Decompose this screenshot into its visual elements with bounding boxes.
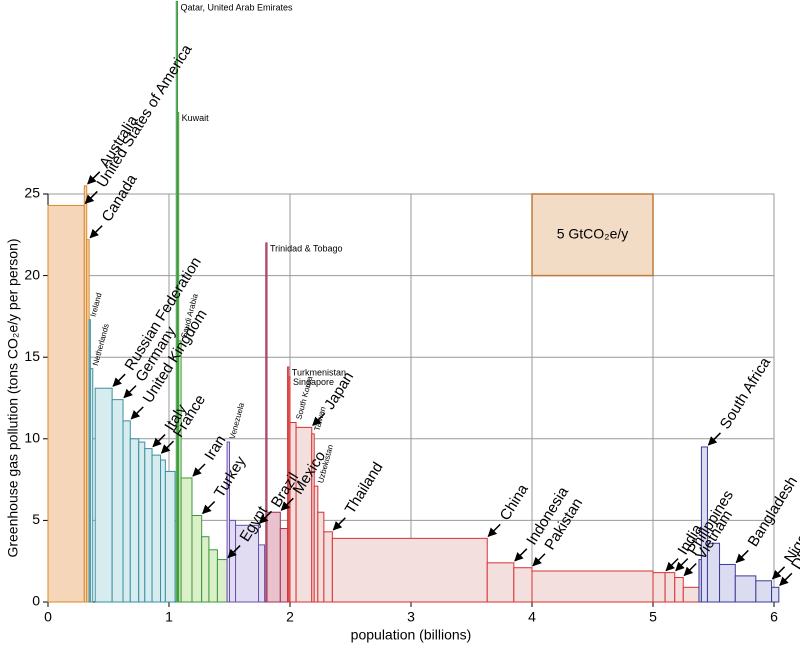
x-tick-label: 3 — [407, 609, 415, 625]
country-label: DRC — [788, 536, 800, 573]
bar — [216, 559, 228, 603]
label-arrow — [280, 497, 294, 511]
label-arrow — [192, 463, 206, 477]
country-label: Venezuela — [228, 401, 247, 440]
y-tick-label: 10 — [24, 430, 40, 446]
bar — [208, 549, 218, 603]
x-tick-label: 0 — [44, 609, 52, 625]
bar — [89, 368, 94, 603]
label-arrow — [87, 171, 101, 185]
bar — [682, 586, 700, 603]
label-arrow — [84, 190, 98, 205]
bar — [295, 426, 313, 603]
bar — [164, 470, 176, 603]
bar — [151, 454, 162, 603]
bar — [317, 511, 325, 603]
y-tick-label: 25 — [24, 185, 40, 201]
y-tick-label: 5 — [32, 511, 40, 527]
x-axis-label: population (billions) — [351, 627, 472, 643]
bar — [94, 387, 113, 603]
bar — [178, 340, 182, 603]
y-axis-label: Greenhouse gas pollution (tons CO₂e/y pe… — [5, 238, 21, 557]
bar — [144, 448, 153, 603]
bar — [160, 459, 166, 603]
country-label: Netherlands — [91, 323, 111, 367]
bar — [279, 528, 289, 603]
x-tick-label: 6 — [770, 609, 778, 625]
x-tick-label: 2 — [286, 609, 294, 625]
label-arrow — [707, 432, 721, 446]
label-arrow — [675, 558, 689, 572]
label-arrow — [771, 566, 786, 580]
country-label: Qatar, United Arab Emirates — [180, 2, 293, 12]
bars — [47, 0, 780, 603]
label-arrow — [130, 406, 144, 420]
bar — [201, 536, 210, 603]
country-label: Kuwait — [182, 113, 210, 123]
country-label: China — [497, 481, 533, 524]
bar — [486, 562, 515, 603]
x-tick-label: 4 — [528, 609, 536, 625]
label-arrow — [514, 548, 528, 562]
label-arrow — [160, 440, 175, 454]
bar — [331, 537, 488, 603]
y-tick-label: 15 — [24, 348, 40, 364]
label-arrow — [487, 523, 501, 537]
country-label: Ireland — [89, 292, 104, 318]
bar — [664, 572, 676, 603]
label-arrow — [332, 517, 346, 531]
label-arrow — [258, 510, 273, 524]
bar — [755, 580, 773, 603]
x-tick-label: 5 — [649, 609, 657, 625]
label-arrow — [202, 500, 216, 515]
bar — [771, 586, 780, 603]
label-arrow — [123, 385, 137, 399]
bar — [180, 477, 193, 603]
bar — [122, 420, 131, 603]
y-tick-label: 20 — [24, 266, 40, 282]
label-arrow — [532, 553, 546, 567]
country-label: South Africa — [717, 354, 775, 432]
country-label: Thailand — [342, 459, 387, 517]
country-label: Turkmenistan — [292, 367, 346, 377]
label-arrow — [683, 562, 697, 577]
x-tick-label: 1 — [165, 609, 173, 625]
bar — [289, 421, 297, 603]
bar — [138, 441, 146, 603]
label-arrow — [312, 412, 326, 427]
label-arrow — [112, 373, 126, 387]
bar — [229, 519, 237, 603]
label-arrow — [779, 572, 793, 586]
country-label: Iran — [201, 432, 229, 463]
label-arrow — [665, 558, 679, 572]
label-arrow — [735, 549, 749, 564]
bar — [719, 563, 736, 603]
bar — [191, 515, 203, 603]
country-label: Singapore — [293, 377, 334, 387]
bar — [265, 242, 268, 603]
country-label: Trinidad & Tobago — [270, 243, 343, 253]
labels: United States of AmericaAustraliaCanadaI… — [84, 2, 800, 586]
bar — [652, 572, 666, 603]
bar — [111, 399, 124, 603]
bar — [129, 438, 140, 603]
bar — [323, 531, 333, 603]
bar — [313, 485, 319, 603]
bar — [734, 575, 757, 603]
y-tick-label: 0 — [32, 593, 40, 609]
scale-box-label: 5 GtCO₂e/y — [557, 226, 629, 242]
bar — [266, 511, 281, 603]
bar — [700, 446, 708, 603]
bar — [531, 570, 654, 603]
country-label: Taiwan — [312, 406, 327, 432]
bar — [47, 204, 85, 603]
bar — [513, 567, 533, 603]
label-arrow — [89, 225, 103, 239]
label-arrow — [227, 545, 241, 559]
bar — [674, 577, 684, 603]
label-arrow — [152, 434, 166, 448]
scale-box — [531, 193, 654, 277]
bar — [258, 544, 266, 603]
